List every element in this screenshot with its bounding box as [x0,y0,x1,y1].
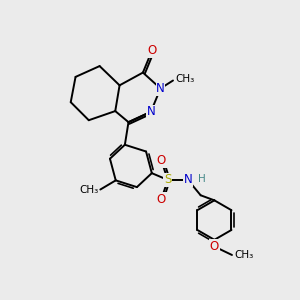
Text: N: N [146,105,155,118]
Text: CH₃: CH₃ [176,74,195,84]
Text: N: N [156,82,165,95]
Text: S: S [164,173,171,186]
Text: H: H [198,174,206,184]
Text: N: N [184,173,192,186]
Text: O: O [157,193,166,206]
Text: O: O [147,44,156,57]
Text: O: O [157,154,166,167]
Text: O: O [210,240,219,253]
Text: CH₃: CH₃ [79,184,98,194]
Text: CH₃: CH₃ [234,250,254,260]
